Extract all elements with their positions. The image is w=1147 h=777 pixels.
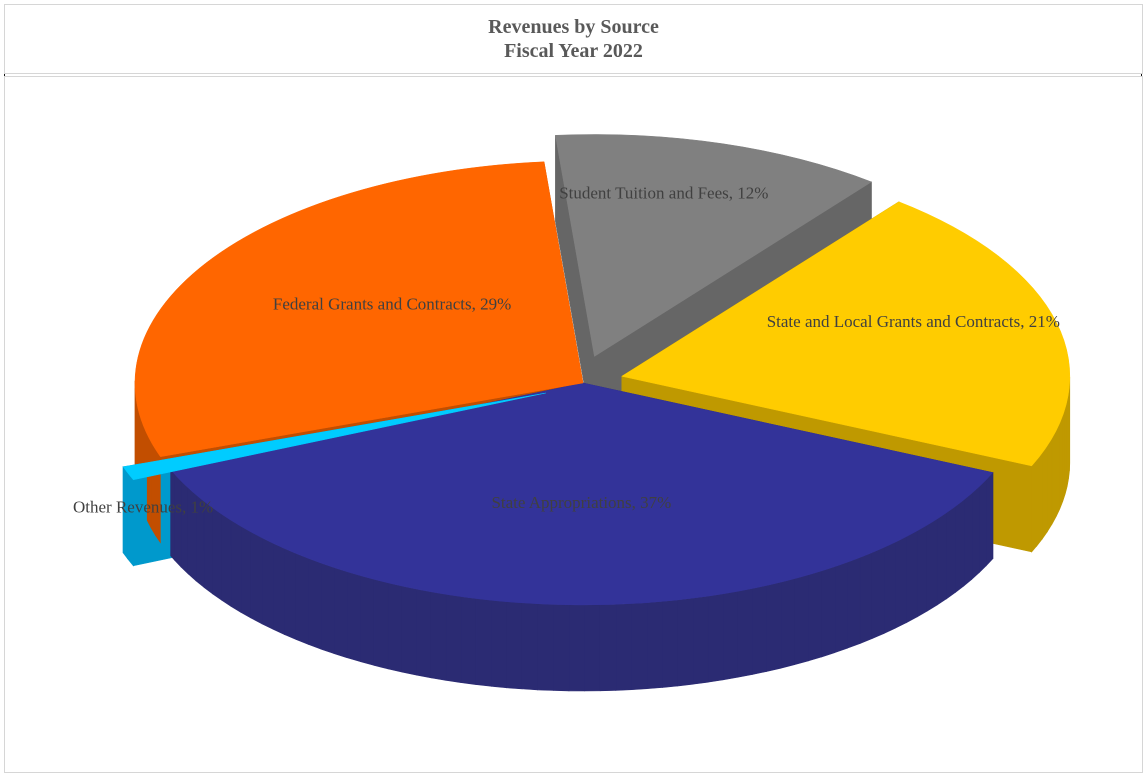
slice-side-2 <box>230 519 242 613</box>
slice-side-2 <box>766 581 782 672</box>
slice-side-2 <box>360 575 375 666</box>
slice-side-4 <box>150 440 156 537</box>
slice-side-2 <box>537 603 554 691</box>
slice-side-2 <box>387 582 403 673</box>
pie-slice-student-tuition-and-fees[interactable] <box>555 134 873 357</box>
slice-side-2 <box>906 530 918 624</box>
slice-side-2 <box>308 557 322 650</box>
slice-side-2 <box>662 599 678 688</box>
slice-side-1 <box>1062 407 1066 502</box>
slice-side-1 <box>1031 459 1037 553</box>
slice-side-1 <box>1036 452 1043 548</box>
slice-side-2 <box>445 594 462 683</box>
pie-slice-state-appropriations[interactable] <box>170 382 994 606</box>
slice-side-2 <box>808 570 822 662</box>
chart-subtitle: Fiscal Year 2022 <box>504 40 643 62</box>
plot-area: Student Tuition and Fees, 12% State and L… <box>4 76 1143 773</box>
slice-side-2 <box>722 590 738 681</box>
slice-side-2 <box>250 531 263 625</box>
slice-side-3 <box>127 471 134 567</box>
slice-side-2 <box>794 574 809 665</box>
slice-side-2 <box>261 537 274 630</box>
slice-side-2 <box>521 602 538 691</box>
slice-side-2 <box>979 478 987 574</box>
slice-side-2 <box>859 552 873 644</box>
slice-side-2 <box>401 585 417 676</box>
slice-side-2 <box>986 471 994 567</box>
slice-side-2 <box>180 480 189 575</box>
slice-side-2 <box>916 524 928 618</box>
slice-side-2 <box>971 485 980 580</box>
slice-side-2 <box>926 518 938 612</box>
slice-side-2 <box>631 602 648 691</box>
slice-side-2 <box>333 567 348 659</box>
slice-side-2 <box>320 562 335 654</box>
slice-side-2 <box>646 601 663 690</box>
slice-label-3: Other Revenues, 1% <box>73 497 213 516</box>
slice-side-2 <box>373 579 389 670</box>
slice-side-2 <box>883 541 896 634</box>
slice-label-1: State and Local Grants and Contracts, 21… <box>767 312 1060 331</box>
pie-slice-other-revenues[interactable] <box>122 392 546 481</box>
slice-side-2 <box>677 597 694 687</box>
slice-side-2 <box>174 473 182 568</box>
slice-side-2 <box>584 604 601 692</box>
pie-top-faces <box>122 134 1071 606</box>
slice-side-2 <box>834 561 848 654</box>
chart-title: Revenues by Source <box>488 16 659 38</box>
slice-side-2 <box>295 553 309 645</box>
pie-labels: Student Tuition and Fees, 12% State and L… <box>73 183 1060 516</box>
slice-side-2 <box>963 492 973 587</box>
slice-side-1 <box>1055 423 1060 517</box>
slice-side-2 <box>212 507 222 601</box>
slice-side-2 <box>416 588 432 679</box>
slice-side-1 <box>1059 415 1063 510</box>
slice-side-2 <box>284 548 297 641</box>
slice-side-1 <box>1051 430 1057 525</box>
slice-side-2 <box>491 599 507 689</box>
slice-side-2 <box>780 578 795 669</box>
slice-side-2 <box>346 571 361 662</box>
slice-side-2 <box>272 542 285 635</box>
slice-side-2 <box>936 512 947 606</box>
slice-side-2 <box>895 536 907 629</box>
slice-side-1 <box>1042 444 1048 540</box>
slice-side-2 <box>553 604 570 692</box>
slice-side-2 <box>430 591 447 681</box>
slice-side-2 <box>460 596 477 685</box>
slice-side-2 <box>946 505 956 600</box>
slice-side-2 <box>506 601 523 690</box>
chart-title-bar: Revenues by Source Fiscal Year 2022 <box>4 4 1143 74</box>
slice-side-2 <box>707 593 724 683</box>
slice-side-2 <box>821 566 836 658</box>
slice-label-2: State Appropriations, 37% <box>491 493 671 512</box>
slice-side-2 <box>240 525 252 619</box>
slice-side-2 <box>221 513 232 607</box>
slice-side-2 <box>752 585 767 675</box>
slice-side-2 <box>847 557 861 649</box>
pie-slice-state-and-local-grants-and-contracts[interactable] <box>621 201 1071 467</box>
pie-slice-federal-grants-and-contracts[interactable] <box>134 161 584 457</box>
slice-label-4: Federal Grants and Contracts, 29% <box>273 295 511 314</box>
slice-side-2 <box>871 547 885 640</box>
slice-side-2 <box>955 499 965 594</box>
slice-side-2 <box>475 598 492 687</box>
slice-label-0: Student Tuition and Fees, 12% <box>559 183 768 202</box>
slice-side-2 <box>615 603 632 691</box>
slice-side-2 <box>599 604 617 692</box>
slice-side-2 <box>737 588 753 678</box>
pie-chart: Student Tuition and Fees, 12% State and L… <box>73 134 1071 692</box>
slice-side-2 <box>568 604 585 692</box>
slice-side-2 <box>692 595 709 685</box>
slice-side-1 <box>1047 437 1053 533</box>
